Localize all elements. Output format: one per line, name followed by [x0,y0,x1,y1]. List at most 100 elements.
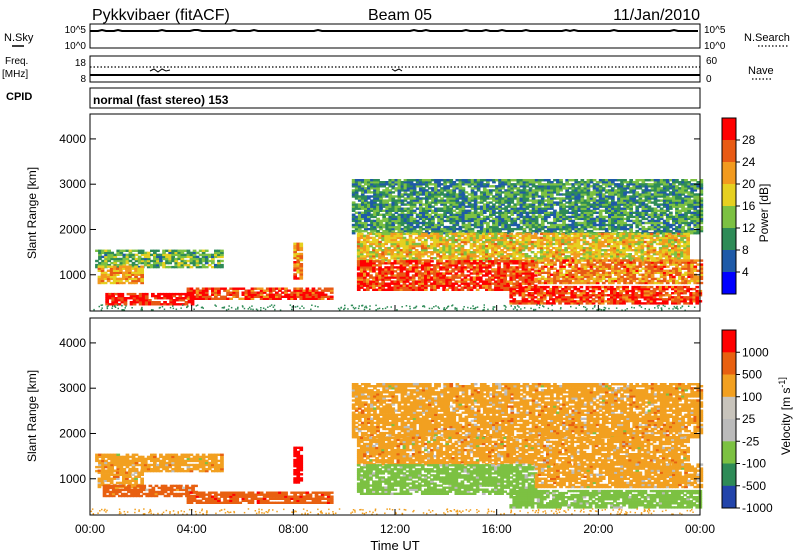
heat-cell [571,197,576,200]
heat-cell [574,225,579,229]
heat-cell [390,282,395,285]
heat-cell [482,229,487,233]
heat-cell [217,289,221,292]
heat-cell [672,223,676,227]
heat-cell [547,201,551,204]
heat-cell [299,287,304,290]
heat-cell [384,242,388,246]
heat-cell [437,209,441,212]
heat-cell [643,259,648,262]
heat-cell [418,197,423,200]
heat-cell [510,201,515,204]
heat-cell [553,227,557,231]
heat-cell [592,197,597,200]
heat-cell [641,209,646,212]
heat-cell [513,227,518,231]
heat-cell [299,265,304,268]
heat-cell [171,255,175,259]
heat-cell [235,291,240,294]
heat-cell [119,277,123,281]
heat-cell [394,199,399,202]
heat-cell [391,195,396,198]
heat-cell [476,213,481,216]
heat-cell [674,255,678,258]
heat-cell [595,223,600,227]
heat-cell [681,197,685,200]
heat-cell [562,223,566,227]
heat-cell [461,211,466,214]
heat-cell [104,251,108,255]
heat-cell [466,234,471,238]
heat-cell [550,223,554,227]
heat-cell [402,264,407,267]
heat-cell [439,249,443,252]
heat-cell [510,207,515,210]
heat-cell [489,201,493,204]
heat-cell [659,213,664,216]
heat-cell [598,217,603,221]
heat-cell [475,255,480,258]
heat-cell [163,303,167,306]
heat-cell [106,279,111,283]
heat-cell [424,270,428,273]
heat-cell [567,246,571,250]
heat-cell [376,207,380,210]
heat-cell [369,257,373,260]
heat-cell [672,203,676,206]
heat-cell [647,195,652,198]
heat-cell [669,183,673,186]
heat-cell [247,293,252,296]
heat-cell [635,181,640,184]
heat-cell [399,244,404,248]
heat-cell [543,187,548,190]
heat-cell [571,189,576,192]
heat-cell [402,255,407,258]
heat-cell [626,205,630,208]
heat-cell [476,217,481,221]
heat-cell [683,244,687,248]
heat-cell [558,255,562,258]
heat-cell [359,276,364,279]
heat-cell [687,221,691,225]
heat-cell [430,253,434,256]
heat-cell [370,221,374,225]
heat-cell [372,251,376,254]
heat-cell [293,269,297,272]
heat-cell [184,301,189,304]
heat-cell [665,187,670,190]
heat-cell [543,199,548,202]
heat-cell [451,242,456,246]
heat-cell [391,181,396,184]
heat-cell [683,236,687,240]
heat-cell [492,229,496,233]
heat-cell [393,232,398,236]
heat-cell [681,187,685,190]
heat-cell [479,225,484,229]
heat-cell [690,203,694,206]
heat-cell [143,251,148,255]
heat-cell [272,289,276,292]
heat-cell [134,271,138,274]
heat-cell [530,244,535,248]
heat-cell [574,183,579,186]
heat-cell [201,253,206,257]
heat-cell [671,236,675,240]
heat-cell [326,289,331,292]
heat-cell [503,236,507,240]
heat-cell [317,293,322,296]
heat-cell [116,259,121,263]
heat-cell [577,193,582,196]
heat-cell [556,179,560,182]
heat-cell [109,269,114,272]
heat-cell [400,219,405,223]
heat-cell [580,181,585,184]
heat-cell [489,211,493,214]
heat-cell [488,238,492,242]
heat-cell [510,219,515,223]
heat-cell [393,270,398,273]
heat-cell [366,272,370,275]
heat-cell [119,249,124,252]
heat-cell [421,203,426,206]
heat-cell [699,213,704,216]
heat-cell [364,227,368,231]
